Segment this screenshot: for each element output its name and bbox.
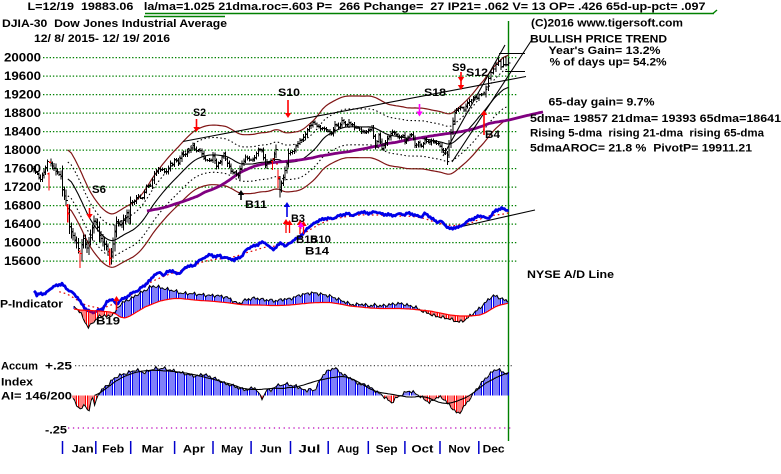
svg-text:Year's Gain= 13.2%: Year's Gain= 13.2% xyxy=(549,45,661,57)
svg-text:L=12/19 19883.06 la/ma=1.02: L=12/19 19883.06 la/ma=1.025 21dma.roc=.… xyxy=(28,1,706,13)
svg-text:Feb: Feb xyxy=(102,444,124,456)
svg-text:18800: 18800 xyxy=(4,108,41,120)
svg-text:Jul: Jul xyxy=(298,444,320,456)
svg-text:May: May xyxy=(221,444,244,456)
svg-text:S18: S18 xyxy=(424,87,446,99)
svg-text:5dmaAROC= 21.8 % PivotP= 1991: 5dmaAROC= 21.8 % PivotP= 19911.21 xyxy=(530,143,752,155)
svg-text:Nov: Nov xyxy=(448,444,471,456)
svg-text:B11: B11 xyxy=(245,199,267,211)
svg-text:(C)2016 www.tigersoft.com: (C)2016 www.tigersoft.com xyxy=(531,18,683,30)
svg-text:Accum: Accum xyxy=(1,361,38,373)
svg-text:16000: 16000 xyxy=(4,238,41,250)
svg-text:% of days up= 54.2%: % of days up= 54.2% xyxy=(550,56,667,68)
svg-text:AI= 146/200: AI= 146/200 xyxy=(1,391,72,403)
svg-text:S10: S10 xyxy=(278,87,300,99)
svg-text:P-Indicator: P-Indicator xyxy=(0,299,64,311)
svg-text:Mar: Mar xyxy=(142,444,165,456)
svg-text:B10: B10 xyxy=(310,234,331,246)
svg-text:12/ 8/ 2015- 12/ 19/ 2016: 12/ 8/ 2015- 12/ 19/ 2016 xyxy=(34,33,170,45)
svg-text:S12: S12 xyxy=(466,67,488,79)
svg-text:Rising 5-dma rising 21-dma r: Rising 5-dma rising 21-dma rising 65-dma xyxy=(530,127,765,139)
svg-text:BULLISH PRICE TREND: BULLISH PRICE TREND xyxy=(530,34,667,46)
svg-text:+.25: +.25 xyxy=(45,361,72,373)
svg-text:Jun: Jun xyxy=(260,444,282,456)
svg-text:16400: 16400 xyxy=(4,219,41,231)
svg-text:B14: B14 xyxy=(305,246,330,258)
svg-text:S2: S2 xyxy=(193,107,206,119)
svg-text:18400: 18400 xyxy=(4,127,41,139)
svg-text:19200: 19200 xyxy=(4,90,41,102)
svg-text:65-day gain= 9.7%: 65-day gain= 9.7% xyxy=(549,97,655,109)
svg-text:S6: S6 xyxy=(92,184,106,196)
svg-text:NYSE A/D Line: NYSE A/D Line xyxy=(527,269,614,281)
svg-text:17200: 17200 xyxy=(4,182,41,194)
svg-text:18000: 18000 xyxy=(4,145,41,157)
svg-text:Oct: Oct xyxy=(411,444,433,456)
svg-text:15600: 15600 xyxy=(4,256,41,268)
svg-text:Dec: Dec xyxy=(483,444,505,456)
svg-text:DJIA-30 Dow Jones Industrial: DJIA-30 Dow Jones Industrial Average xyxy=(2,18,227,30)
svg-text:17600: 17600 xyxy=(4,164,41,176)
svg-text:Sep: Sep xyxy=(376,444,398,456)
svg-text:S9: S9 xyxy=(452,62,466,74)
svg-text:Index: Index xyxy=(1,377,34,389)
svg-text:Apr: Apr xyxy=(183,444,206,456)
svg-text:B19: B19 xyxy=(96,316,120,328)
svg-text:B4: B4 xyxy=(485,129,501,141)
svg-text:Aug: Aug xyxy=(337,444,359,456)
svg-text:B3: B3 xyxy=(291,213,305,225)
svg-text:5dma= 19857 21dma= 19393 65dma: 5dma= 19857 21dma= 19393 65dma=18641 xyxy=(530,113,781,125)
svg-text:-.25: -.25 xyxy=(45,425,67,437)
svg-text:20000: 20000 xyxy=(4,53,41,65)
svg-text:Jan: Jan xyxy=(72,444,94,456)
svg-text:B15: B15 xyxy=(296,234,317,246)
svg-text:19600: 19600 xyxy=(4,71,41,83)
svg-text:16800: 16800 xyxy=(4,201,41,213)
